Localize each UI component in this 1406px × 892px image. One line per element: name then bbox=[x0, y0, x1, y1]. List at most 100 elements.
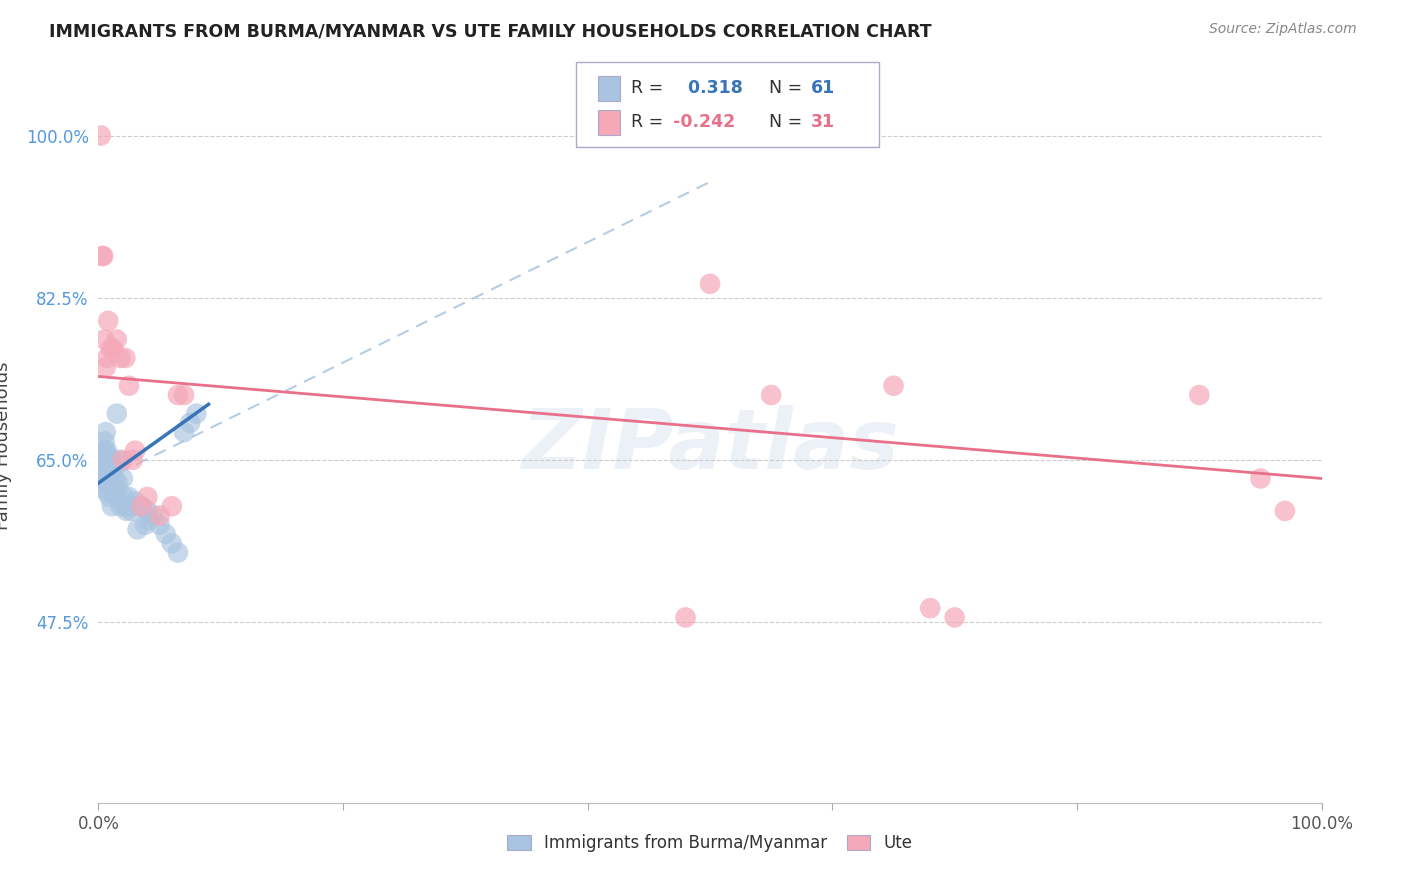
Point bbox=[98, 490, 121, 504]
Point bbox=[101, 500, 124, 514]
Point bbox=[94, 458, 117, 472]
Point bbox=[114, 351, 136, 365]
Text: -0.242: -0.242 bbox=[673, 113, 735, 131]
Legend: Immigrants from Burma/Myanmar, Ute: Immigrants from Burma/Myanmar, Ute bbox=[501, 828, 920, 859]
Point bbox=[699, 277, 721, 291]
Point bbox=[105, 407, 128, 421]
Point bbox=[1249, 471, 1271, 485]
Point bbox=[883, 378, 905, 392]
Point bbox=[149, 517, 172, 532]
Point bbox=[96, 443, 118, 458]
Point bbox=[96, 485, 118, 500]
Point bbox=[91, 467, 114, 481]
Point bbox=[90, 453, 112, 467]
Point bbox=[94, 476, 117, 491]
Point bbox=[90, 128, 112, 143]
Point bbox=[96, 448, 118, 462]
Point bbox=[136, 504, 159, 518]
Point bbox=[120, 504, 142, 518]
Point bbox=[98, 462, 121, 476]
Point bbox=[91, 448, 114, 462]
Point bbox=[101, 342, 124, 356]
Text: 31: 31 bbox=[811, 113, 835, 131]
Point bbox=[111, 453, 134, 467]
Point bbox=[114, 500, 136, 514]
Point bbox=[160, 500, 183, 514]
Point bbox=[90, 467, 112, 481]
Point bbox=[129, 500, 152, 514]
Point bbox=[97, 476, 120, 491]
Point bbox=[139, 513, 162, 527]
Point bbox=[94, 425, 117, 439]
Point bbox=[129, 500, 152, 514]
Point bbox=[155, 527, 177, 541]
Text: ZIPatlas: ZIPatlas bbox=[522, 406, 898, 486]
Point bbox=[90, 462, 112, 476]
Point bbox=[108, 453, 131, 467]
Point bbox=[761, 388, 783, 402]
Point bbox=[97, 314, 120, 328]
Point bbox=[105, 333, 128, 347]
Point bbox=[105, 490, 128, 504]
Point bbox=[167, 388, 190, 402]
Point bbox=[91, 453, 114, 467]
Point bbox=[112, 490, 135, 504]
Text: Source: ZipAtlas.com: Source: ZipAtlas.com bbox=[1209, 22, 1357, 37]
Point bbox=[107, 476, 129, 491]
Point bbox=[186, 407, 208, 421]
Point bbox=[93, 333, 115, 347]
Point bbox=[111, 471, 134, 485]
Point bbox=[96, 351, 118, 365]
Point bbox=[91, 443, 114, 458]
Point bbox=[97, 476, 120, 491]
Point bbox=[94, 360, 117, 375]
Point bbox=[104, 481, 127, 495]
Point bbox=[675, 610, 697, 624]
Point bbox=[118, 490, 141, 504]
Point bbox=[103, 471, 125, 485]
Point bbox=[100, 481, 122, 495]
Point bbox=[1274, 504, 1296, 518]
Point bbox=[100, 342, 122, 356]
Point bbox=[91, 249, 114, 263]
Text: R =: R = bbox=[631, 79, 669, 97]
Point bbox=[97, 453, 120, 467]
Point bbox=[943, 610, 966, 624]
Point bbox=[91, 249, 114, 263]
Point bbox=[89, 462, 111, 476]
Text: IMMIGRANTS FROM BURMA/MYANMAR VS UTE FAMILY HOUSEHOLDS CORRELATION CHART: IMMIGRANTS FROM BURMA/MYANMAR VS UTE FAM… bbox=[49, 22, 932, 40]
Point bbox=[179, 416, 201, 430]
Point bbox=[127, 523, 149, 537]
Point bbox=[98, 462, 121, 476]
Text: R =: R = bbox=[631, 113, 669, 131]
Point bbox=[91, 471, 114, 485]
Text: 61: 61 bbox=[811, 79, 835, 97]
Point bbox=[93, 443, 115, 458]
Point bbox=[173, 425, 195, 439]
Point bbox=[173, 388, 195, 402]
Point bbox=[93, 481, 115, 495]
Text: N =: N = bbox=[769, 79, 808, 97]
Point bbox=[121, 500, 143, 514]
Point bbox=[110, 351, 132, 365]
Point bbox=[101, 485, 124, 500]
Point bbox=[91, 458, 114, 472]
Point bbox=[1188, 388, 1211, 402]
Point bbox=[167, 545, 190, 559]
Point bbox=[142, 508, 165, 523]
Point bbox=[115, 504, 138, 518]
Text: N =: N = bbox=[769, 113, 808, 131]
Point bbox=[110, 500, 132, 514]
Point bbox=[136, 490, 159, 504]
Point bbox=[149, 508, 172, 523]
Point bbox=[101, 458, 124, 472]
Point bbox=[101, 453, 124, 467]
Point bbox=[124, 443, 146, 458]
Point bbox=[93, 434, 115, 449]
Point bbox=[134, 517, 156, 532]
Point bbox=[920, 601, 942, 615]
Point bbox=[160, 536, 183, 550]
Point bbox=[121, 453, 143, 467]
Point bbox=[100, 467, 122, 481]
Point bbox=[118, 378, 141, 392]
